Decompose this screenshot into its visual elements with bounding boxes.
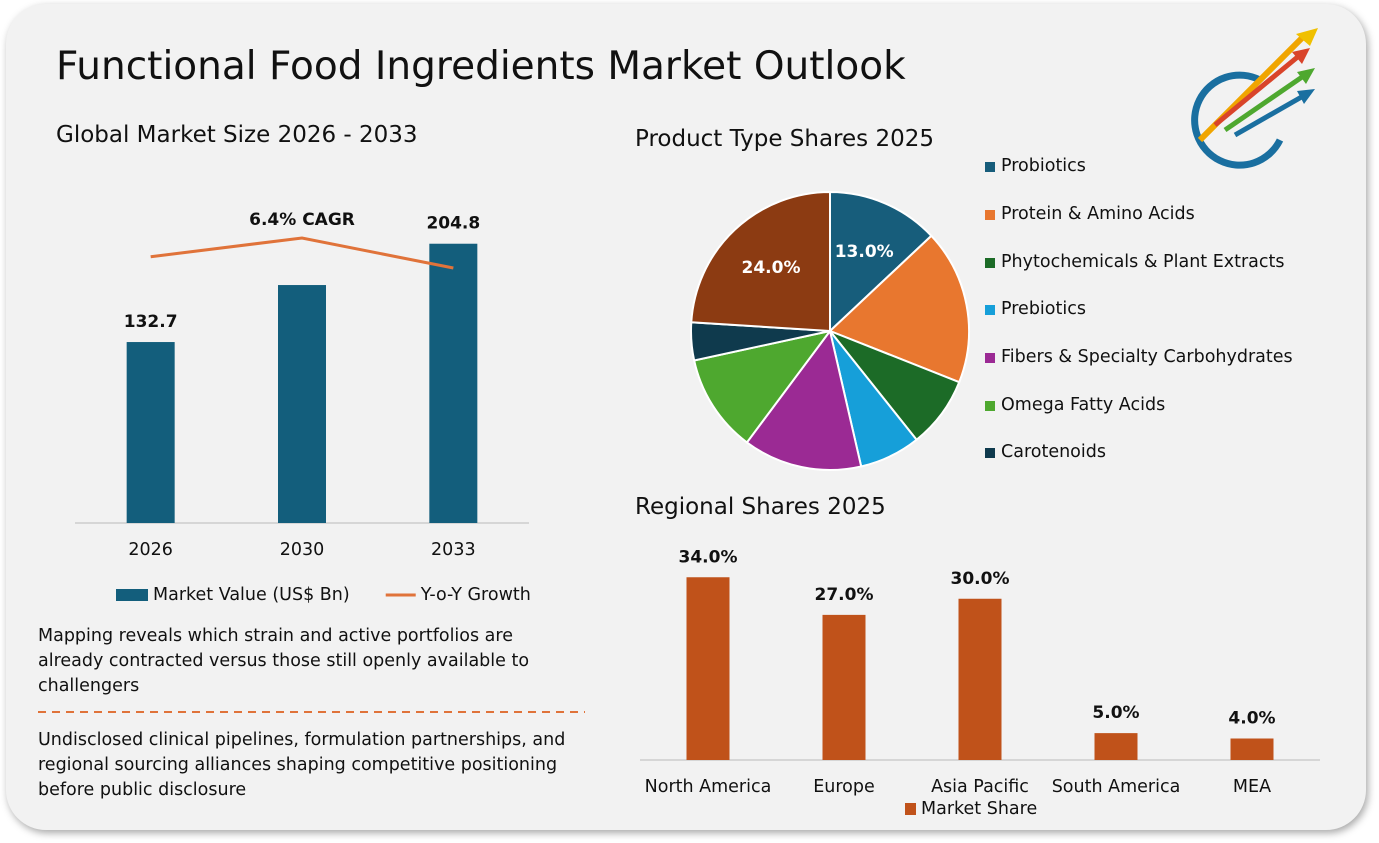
swatch	[985, 162, 995, 172]
data-label: 34.0%	[679, 547, 738, 567]
x-tick-label: 2030	[280, 540, 325, 560]
x-tick-label: South America	[1052, 777, 1181, 797]
chart-title: Regional Shares 2025	[635, 494, 886, 520]
chart-title: Global Market Size 2026 - 2033	[56, 122, 418, 148]
swatch	[985, 258, 995, 268]
legend-text: Market Share	[921, 799, 1037, 819]
annotation: 6.4% CAGR	[249, 210, 355, 230]
legend-text: Market Value (US$ Bn)	[153, 585, 350, 605]
legend-item: Protein & Amino Acids	[985, 202, 1305, 227]
bar	[429, 243, 478, 523]
x-tick-label: North America	[645, 777, 772, 797]
legend-swatch	[116, 589, 148, 601]
data-label: 13.0%	[835, 242, 894, 262]
page-title: Functional Food Ingredients Market Outlo…	[56, 44, 906, 89]
x-tick-label: MEA	[1233, 777, 1271, 797]
swatch	[985, 305, 995, 315]
legend-text: Phytochemicals & Plant Extracts	[1001, 252, 1285, 272]
note: Undisclosed clinical pipelines, formulat…	[38, 730, 566, 800]
pie-slice	[690, 190, 831, 333]
x-tick-label: Asia Pacific	[931, 777, 1029, 797]
legend-text: Carotenoids	[1001, 442, 1106, 462]
x-tick-label: 2033	[431, 540, 476, 560]
bar	[126, 342, 175, 523]
legend-item: Fibers & Specialty Carbohydrates	[985, 345, 1305, 370]
legend-item: Phytochemicals & Plant Extracts	[985, 250, 1305, 275]
swatch	[985, 353, 995, 363]
pie-slice	[745, 328, 863, 471]
legend-text: Probiotics	[1001, 156, 1086, 176]
pie-slice	[828, 234, 970, 384]
bar	[822, 614, 866, 760]
legend-text: Fibers & Specialty Carbohydrates	[1001, 347, 1293, 367]
legend-item: Carotenoids	[985, 440, 1305, 465]
bar	[686, 577, 730, 760]
bar	[278, 285, 326, 523]
swatch	[985, 210, 995, 220]
bar	[1094, 733, 1138, 760]
data-label: 24.0%	[742, 258, 801, 278]
card	[6, 4, 1366, 830]
note: Mapping reveals which strain and active …	[38, 626, 530, 696]
x-tick-label: Europe	[813, 777, 875, 797]
swatch	[985, 401, 995, 411]
data-label: 4.0%	[1228, 709, 1275, 729]
data-label: 27.0%	[815, 585, 874, 605]
pie-slice	[692, 329, 833, 444]
line	[150, 236, 454, 270]
legend-text: Protein & Amino Acids	[1001, 204, 1195, 224]
pie-slice	[829, 190, 933, 334]
x-tick-label: 2026	[128, 540, 173, 560]
legend-text: Y-o-Y Growth	[420, 585, 531, 605]
data-label: 204.8	[426, 214, 480, 234]
data-label: 5.0%	[1092, 703, 1139, 723]
legend-text: Prebiotics	[1001, 299, 1086, 319]
bar	[1230, 738, 1274, 760]
chart-title: Product Type Shares 2025	[635, 126, 934, 152]
legend-swatch	[905, 803, 916, 815]
data-label: 30.0%	[951, 569, 1010, 589]
logo	[1191, 28, 1318, 169]
swatch	[985, 448, 995, 458]
data-label: 132.7	[124, 312, 178, 332]
legend-item: Omega Fatty Acids	[985, 393, 1305, 418]
legend-item: Prebiotics	[985, 297, 1305, 322]
legend-item: Probiotics	[985, 154, 1305, 179]
bar	[958, 598, 1002, 760]
legend-text: Omega Fatty Acids	[1001, 395, 1166, 415]
